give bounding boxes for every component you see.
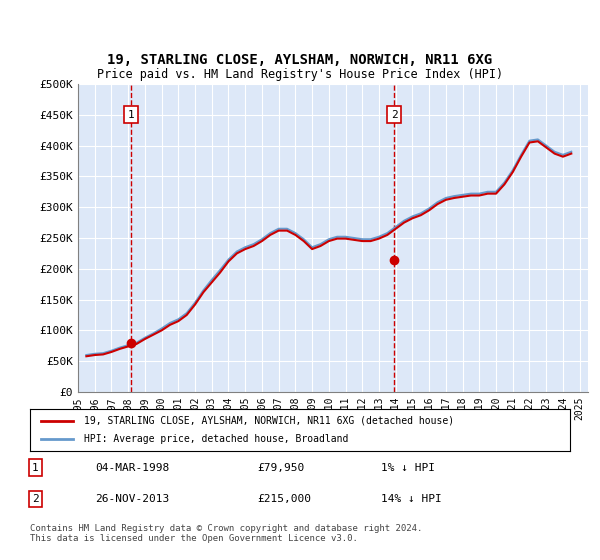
- Text: 04-MAR-1998: 04-MAR-1998: [95, 463, 169, 473]
- Text: 2: 2: [32, 494, 39, 504]
- Text: 14% ↓ HPI: 14% ↓ HPI: [381, 494, 442, 504]
- Text: HPI: Average price, detached house, Broadland: HPI: Average price, detached house, Broa…: [84, 434, 349, 444]
- Text: 26-NOV-2013: 26-NOV-2013: [95, 494, 169, 504]
- Text: £79,950: £79,950: [257, 463, 304, 473]
- Text: Price paid vs. HM Land Registry's House Price Index (HPI): Price paid vs. HM Land Registry's House …: [97, 68, 503, 81]
- Text: 19, STARLING CLOSE, AYLSHAM, NORWICH, NR11 6XG: 19, STARLING CLOSE, AYLSHAM, NORWICH, NR…: [107, 53, 493, 67]
- Text: 1% ↓ HPI: 1% ↓ HPI: [381, 463, 435, 473]
- Text: 1: 1: [32, 463, 39, 473]
- Text: 2: 2: [391, 110, 397, 120]
- Text: £215,000: £215,000: [257, 494, 311, 504]
- Text: 19, STARLING CLOSE, AYLSHAM, NORWICH, NR11 6XG (detached house): 19, STARLING CLOSE, AYLSHAM, NORWICH, NR…: [84, 416, 454, 426]
- Text: 1: 1: [128, 110, 134, 120]
- Text: Contains HM Land Registry data © Crown copyright and database right 2024.
This d: Contains HM Land Registry data © Crown c…: [30, 524, 422, 543]
